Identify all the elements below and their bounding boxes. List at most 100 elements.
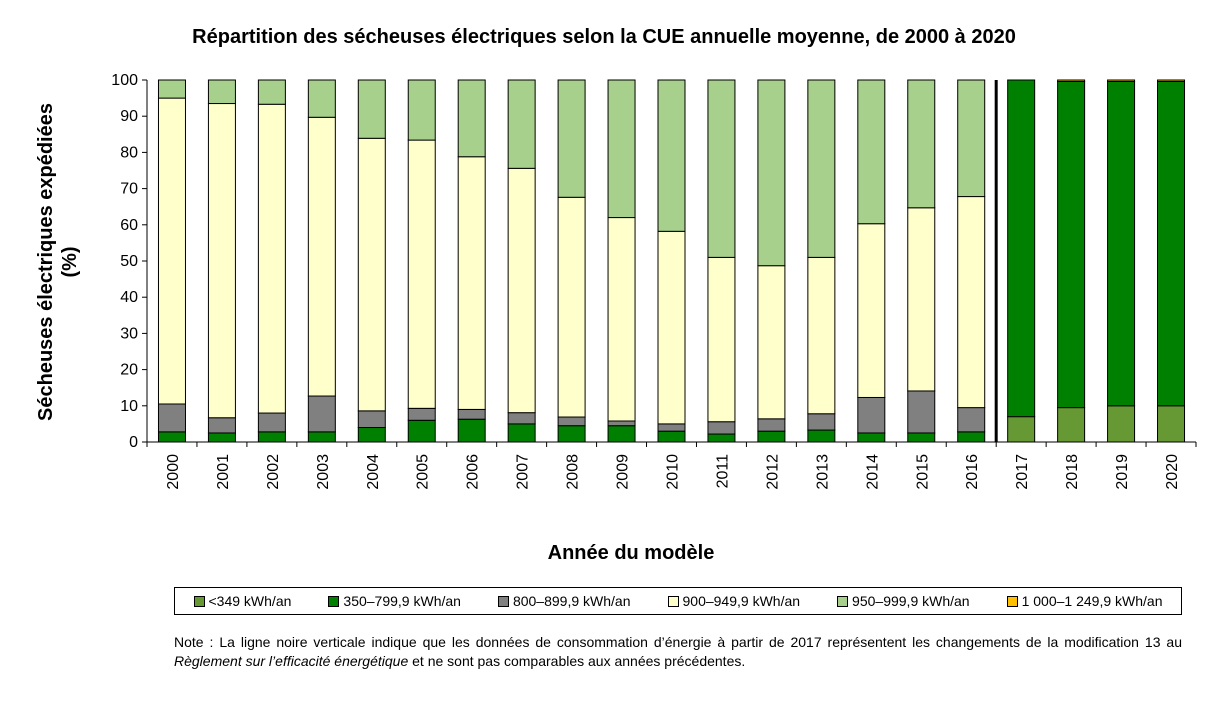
bar-segment: [607, 79, 636, 219]
legend-label: 900–949,9 kWh/an: [682, 593, 801, 609]
bar-segment: [607, 420, 636, 427]
legend-item: 1 000–1 249,9 kWh/an: [1006, 593, 1162, 609]
y-tick-label: 40: [120, 289, 138, 306]
legend-swatch: [667, 595, 679, 607]
y-tick-label: 20: [120, 362, 138, 379]
bar-segment: [407, 139, 436, 409]
x-tick-label: 2015: [914, 454, 931, 490]
legend-label: 350–799,9 kWh/an: [343, 593, 461, 609]
bar-segment: [457, 408, 486, 420]
bar-segment: [657, 79, 686, 232]
legend-swatch: [328, 595, 340, 607]
bar-segment: [407, 419, 436, 443]
bar-segment: [207, 103, 236, 419]
tick-labels: 0 10 20 30 40 50 60 70 80 90 100 2000 2001 2002 2003 20…: [111, 72, 1181, 490]
bar-segment: [907, 390, 936, 434]
y-axis-title: Sécheuses électriques expédiées: [35, 103, 57, 421]
chart-title: Répartition des sécheuses électriques se…: [192, 26, 1016, 48]
bar-segment: [207, 432, 236, 443]
note-text-1: Note : La ligne noire verticale indique …: [174, 634, 1182, 650]
y-tick-label: 0: [129, 434, 138, 451]
bar-segment: [857, 79, 886, 225]
bar-segment: [807, 256, 836, 415]
y-tick-label: 70: [120, 181, 138, 198]
x-tick-label: 2008: [565, 454, 582, 490]
x-tick-label: 2009: [615, 454, 632, 490]
x-tick-label: 2006: [465, 454, 482, 490]
y-tick-label: 100: [111, 72, 138, 89]
bar-segment: [457, 156, 486, 410]
bar-segment: [557, 196, 586, 418]
bar-segment: [307, 116, 336, 397]
bar-segment: [157, 79, 186, 99]
bar-segment: [857, 396, 886, 434]
bar-segment: [207, 417, 236, 434]
y-tick-label: 50: [120, 253, 138, 270]
x-tick-label: 2011: [714, 454, 731, 489]
bar-segment: [707, 433, 736, 443]
bar-segment: [407, 79, 436, 141]
bar-segment: [1057, 79, 1086, 82]
bar-segment: [957, 407, 986, 433]
bar-segment: [757, 430, 786, 443]
bar-segment: [357, 79, 386, 139]
y-tick-label: 10: [120, 398, 138, 415]
bar-segment: [557, 416, 586, 427]
bar-segment: [657, 230, 686, 425]
bar-segment: [807, 429, 836, 443]
bar-segment: [1007, 79, 1036, 418]
legend-item: 950–999,9 kWh/an: [837, 593, 970, 609]
y-tick-label: 60: [120, 217, 138, 234]
bar-segment: [957, 79, 986, 198]
x-tick-label: 2000: [165, 454, 182, 490]
bar-segment: [957, 431, 986, 443]
bar-segment: [757, 79, 786, 267]
bar-segment: [957, 196, 986, 409]
bars: [157, 79, 1186, 443]
x-tick-label: 2001: [215, 454, 232, 490]
bar-segment: [707, 421, 736, 435]
legend-item: 900–949,9 kWh/an: [667, 593, 801, 609]
bar-segment: [657, 430, 686, 443]
legend-swatch: [837, 595, 849, 607]
x-tick-label: 2016: [964, 454, 981, 490]
bar-segment: [1107, 405, 1136, 443]
x-tick-label: 2004: [365, 454, 382, 490]
bar-segment: [307, 79, 336, 118]
x-tick-label: 2012: [764, 454, 781, 490]
legend-swatch: [1006, 595, 1018, 607]
x-tick-label: 2017: [1014, 454, 1031, 490]
bar-segment: [157, 97, 186, 405]
bar-segment: [407, 407, 436, 421]
bar-segment: [557, 425, 586, 443]
bar-segment: [807, 413, 836, 431]
bar-segment: [357, 427, 386, 443]
y-tick-label: 30: [120, 325, 138, 342]
bar-segment: [157, 403, 186, 433]
bar-segment: [1007, 416, 1036, 443]
bar-segment: [607, 425, 636, 443]
bar-segment: [557, 79, 586, 198]
bar-segment: [1107, 80, 1136, 407]
chart-note: Note : La ligne noire verticale indique …: [174, 633, 1182, 671]
chart-plot: 0 10 20 30 40 50 60 70 80 90 100 2000 2001 2002 2003 20…: [35, 72, 1197, 564]
x-tick-label: 2014: [864, 454, 881, 490]
bar-segment: [507, 167, 536, 414]
x-tick-label: 2018: [1064, 454, 1081, 490]
bar-segment: [257, 412, 286, 433]
bar-segment: [307, 431, 336, 443]
bar-segment: [357, 410, 386, 429]
x-tick-label: 2020: [1164, 454, 1181, 490]
bar-segment: [707, 256, 736, 423]
legend-swatch: [497, 595, 509, 607]
x-tick-label: 2010: [665, 454, 682, 490]
legend-label: <349 kWh/an: [208, 593, 292, 609]
note-text-2: et ne sont pas comparables aux années pr…: [408, 653, 746, 669]
bar-segment: [507, 412, 536, 425]
y-axis-unit: (%): [59, 246, 81, 277]
bar-segment: [257, 79, 286, 105]
bar-segment: [507, 423, 536, 443]
bar-segment: [1107, 79, 1136, 82]
bar-segment: [1157, 80, 1186, 407]
bar-segment: [857, 432, 886, 443]
